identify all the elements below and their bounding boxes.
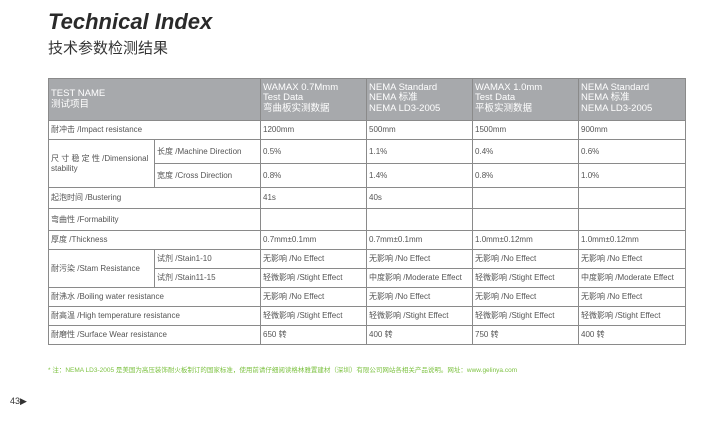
cell: 1200mm (260, 120, 368, 140)
cell: 0.4% (472, 139, 580, 164)
cell: 41s (260, 187, 368, 209)
cell: 0.5% (260, 139, 368, 164)
header-col: NEMA Standard NEMA 标准 NEMA LD3-2005 (366, 78, 474, 121)
row-label: 耐污染 /Stam Resistance (48, 249, 155, 288)
cell: 0.7mm±0.1mm (260, 230, 368, 250)
cell: 650 转 (260, 325, 368, 345)
cell: 轻微影响 /Stight Effect (578, 306, 687, 326)
cell (472, 187, 580, 209)
cell: 750 转 (472, 325, 580, 345)
row-label: 耐高温 /High temperature resistance (47, 306, 262, 326)
cell (578, 187, 687, 209)
cell: 轻微影响 /Stight Effect (472, 306, 580, 326)
cell: 无影响 /No Effect (366, 287, 474, 307)
table-row: 耐沸水 /Boiling water resistance 无影响 /No Eff… (47, 287, 687, 307)
cell: 无影响 /No Effect (366, 249, 474, 269)
row-label: 耐磨性 /Surface Wear resistance (47, 325, 262, 345)
row-label: 耐沸水 /Boiling water resistance (47, 287, 262, 307)
row-label: 耐冲击 /Impact resistance (47, 120, 262, 140)
sub-label: 试剂 /Stain1-10 (153, 249, 262, 269)
cell: 轻微影响 /Stight Effect (260, 268, 368, 288)
cell: 0.8% (472, 163, 580, 188)
cell: 0.8% (260, 163, 368, 188)
cell: 400 转 (578, 325, 687, 345)
table-row: 试剂 /Stain11-15 轻微影响 /Stight Effect 中度影响 /M… (49, 268, 687, 288)
cell: 中度影响 /Moderate Effect (366, 268, 474, 288)
cell: 0.7mm±0.1mm (366, 230, 474, 250)
table-row: 宽度 /Cross Direction 0.8% 1.4% 0.8% 1.0% (49, 163, 687, 188)
table-row: 耐磨性 /Surface Wear resistance 650 转 400 转 75… (47, 325, 687, 345)
cell: 1.1% (366, 139, 474, 164)
cell: 1.0% (578, 163, 687, 188)
cell (366, 208, 474, 231)
cell: 无影响 /No Effect (260, 249, 368, 269)
header-col: WAMAX 1.0mm Test Data 平板实测数据 (472, 78, 580, 121)
cell: 1500mm (472, 120, 580, 140)
table-row: 耐冲击 /Impact resistance 1200mm 500mm 1500mm 9… (47, 120, 687, 140)
cell: 无影响 /No Effect (260, 287, 368, 307)
cell: 无影响 /No Effect (578, 249, 687, 269)
cell: 轻微影响 /Stight Effect (260, 306, 368, 326)
cell: 无影响 /No Effect (472, 287, 580, 307)
footnote: * 注：NEMA LD3-2005 是美国为高压装饰耐火板制订的国家标准，使用前… (48, 367, 518, 374)
table-row: 厚度 /Thickness 0.7mm±0.1mm 0.7mm±0.1mm 1.0mm… (47, 230, 687, 250)
row-label: 起泡时间 /Bustering (47, 187, 262, 209)
sub-label: 试剂 /Stain11-15 (153, 268, 262, 288)
header-col: WAMAX 0.7Mmm Test Data 弯曲板实测数据 (260, 78, 368, 121)
header-col: NEMA Standard NEMA 标准 NEMA LD3-2005 (578, 78, 687, 121)
cell: 900mm (578, 120, 687, 140)
cell: 0.6% (578, 139, 687, 164)
row-label: 弯曲性 /Formability (47, 208, 262, 231)
cell: 400 转 (366, 325, 474, 345)
cell: 无影响 /No Effect (472, 249, 580, 269)
cell: 500mm (366, 120, 474, 140)
technical-index-table: TEST NAME 测试项目 WAMAX 0.7Mmm Test Data 弯曲板实测… (47, 78, 687, 345)
cell (260, 208, 368, 231)
row-label: 尺 寸 稳 定 性 /Dimensional stability (48, 139, 155, 188)
cell: 1.0mm±0.12mm (472, 230, 580, 250)
row-label: 厚度 /Thickness (47, 230, 262, 250)
cell: 中度影响 /Moderate Effect (578, 268, 687, 288)
sub-label: 宽度 /Cross Direction (153, 163, 262, 188)
cell: 轻微影响 /Stight Effect (366, 306, 474, 326)
page-subtitle: 技术参数检测结果 (48, 40, 169, 57)
table-row: 尺 寸 稳 定 性 /Dimensional stability 长度 /Mach… (48, 139, 687, 188)
page-number: 43▶ (10, 396, 27, 406)
table-row: 起泡时间 /Bustering 41s 40s (47, 187, 687, 209)
header-row: TEST NAME 测试项目 WAMAX 0.7Mmm Test Data 弯曲板实测… (47, 78, 687, 121)
table-row: 耐高温 /High temperature resistance 轻微影响 /St… (47, 306, 687, 326)
table-row: 弯曲性 /Formability (47, 208, 687, 231)
cell: 轻微影响 /Stight Effect (472, 268, 580, 288)
cell: 无影响 /No Effect (578, 287, 687, 307)
cell (472, 208, 580, 231)
cell: 40s (366, 187, 474, 209)
page-title: Technical Index (48, 9, 213, 34)
sub-label: 长度 /Machine Direction (153, 139, 262, 164)
cell: 1.4% (366, 163, 474, 188)
cell (578, 208, 687, 231)
table-row: 耐污染 /Stam Resistance 试剂 /Stain1-10 无影响 /No… (48, 249, 687, 288)
cell: 1.0mm±0.12mm (578, 230, 687, 250)
header-test-name: TEST NAME 测试项目 (47, 78, 262, 121)
